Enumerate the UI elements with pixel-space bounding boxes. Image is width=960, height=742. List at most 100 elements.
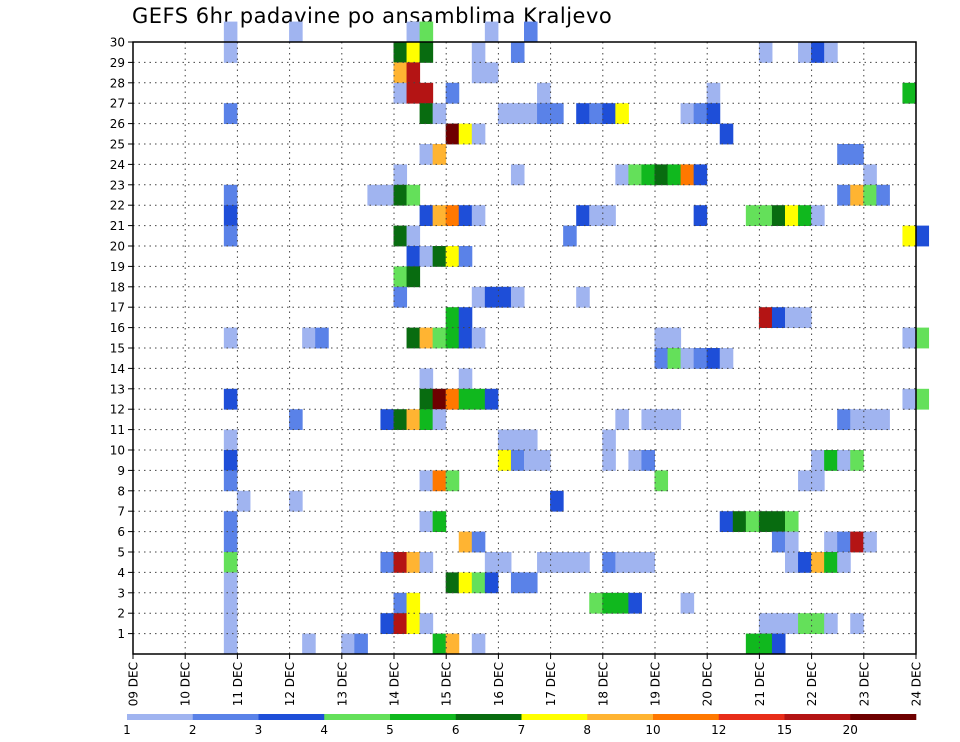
heatmap-cell [510, 429, 525, 451]
legend-label: 20 [843, 723, 858, 737]
legend-swatch [324, 714, 391, 720]
y-tick-label: 1 [117, 627, 125, 641]
heatmap-cell [824, 531, 838, 553]
heatmap-cell [223, 21, 238, 43]
heatmap-cell [550, 103, 564, 124]
heatmap-cell [537, 82, 551, 104]
x-tick-label: 17 DEC [544, 662, 558, 706]
heatmap-cell [771, 633, 786, 655]
heatmap-cell [445, 388, 460, 410]
y-tick-label: 14 [110, 362, 125, 376]
y-tick-label: 4 [117, 566, 125, 580]
heatmap-cell [445, 82, 460, 104]
heatmap-cell [406, 42, 421, 63]
heatmap-cell [484, 286, 499, 308]
heatmap-cell [289, 409, 303, 430]
heatmap-cell [602, 429, 616, 451]
color-legend: 1 2 3 4 5 6 7 8 10 12 15 20 [123, 714, 917, 737]
heatmap-cell [406, 327, 421, 349]
y-tick-label: 28 [110, 76, 125, 90]
heatmap-cell [667, 348, 682, 369]
heatmap-cell [615, 552, 629, 573]
heatmap-cell [902, 388, 916, 410]
heatmap-cell [915, 388, 930, 410]
legend-swatch [455, 714, 522, 720]
heatmap-cell [824, 450, 838, 471]
heatmap-cell [223, 450, 238, 471]
heatmap-cell [432, 511, 447, 532]
heatmap-cell [419, 613, 434, 634]
x-tick-label: 10 DEC [179, 662, 193, 706]
heatmap-cell [589, 103, 603, 124]
heatmap-cell [445, 205, 460, 226]
heatmap-cell [850, 144, 864, 165]
heatmap-cell [654, 164, 669, 186]
heatmap-cell [693, 205, 708, 226]
heatmap-cell [510, 42, 525, 63]
heatmap-cell [537, 450, 551, 471]
y-tick-label: 17 [110, 301, 125, 315]
heatmap-cell [550, 490, 564, 512]
heatmap-cell [419, 368, 434, 390]
x-tick-label: 21 DEC [753, 662, 767, 706]
heatmap-cell [406, 21, 421, 43]
x-tick-label: 24 DEC [910, 662, 924, 706]
heatmap-cell [445, 572, 460, 594]
heatmap-cell [458, 123, 473, 145]
x-tick-label: 22 DEC [805, 662, 819, 706]
heatmap-cell [223, 42, 238, 63]
heatmap-cell [837, 552, 851, 573]
y-tick-label: 19 [110, 260, 125, 274]
heatmap-cell [223, 572, 238, 594]
heatmap-cell [458, 388, 473, 410]
heatmap-cell [380, 409, 394, 430]
heatmap-cell [419, 103, 434, 124]
x-tick-label: 11 DEC [231, 662, 245, 706]
y-tick-label: 24 [110, 158, 125, 172]
y-tick-label: 13 [110, 382, 125, 396]
heatmap-cell [315, 327, 329, 349]
x-tick-label: 23 DEC [857, 662, 871, 706]
heatmap-cell [393, 225, 408, 247]
heatmap-cell [850, 531, 864, 553]
heatmap-cell [393, 286, 408, 308]
heatmap-cell [824, 42, 838, 63]
heatmap-cell [341, 633, 355, 655]
heatmap-cell [419, 82, 434, 104]
x-tick-label: 19 DEC [649, 662, 663, 706]
heatmap-cell [393, 552, 408, 573]
heatmap-cell [223, 633, 238, 655]
heatmap-cell [497, 103, 512, 124]
legend-label: 2 [189, 723, 197, 737]
heatmap-cell [419, 42, 434, 63]
heatmap-cell [367, 184, 381, 206]
heatmap-cell [445, 123, 460, 145]
heatmap-cell [458, 246, 473, 267]
y-tick-label: 30 [110, 36, 125, 50]
heatmap-cell [680, 164, 695, 186]
legend-swatch [127, 714, 194, 720]
legend-label: 7 [518, 723, 526, 737]
heatmap-cell [798, 613, 812, 634]
heatmap-cell [628, 592, 642, 614]
legend-label: 8 [583, 723, 591, 737]
heatmap-cell [706, 348, 721, 369]
heatmap-cell [432, 388, 447, 410]
heatmap-cell [602, 552, 616, 573]
legend-swatch [784, 714, 851, 720]
heatmap-cell [537, 103, 551, 124]
x-tick-label: 09 DEC [127, 662, 141, 706]
heatmap-cell [641, 409, 655, 430]
heatmap-cell [876, 184, 890, 206]
heatmap-cell [602, 103, 616, 124]
heatmap-cell [654, 409, 669, 430]
heatmap-cell [563, 552, 577, 573]
heatmap-cell [902, 327, 916, 349]
y-tick-label: 18 [110, 280, 125, 294]
heatmap-cell [654, 470, 669, 492]
heatmap-cell [758, 633, 773, 655]
legend-swatch [521, 714, 588, 720]
heatmap-cell [641, 552, 655, 573]
heatmap-cell [393, 62, 408, 84]
